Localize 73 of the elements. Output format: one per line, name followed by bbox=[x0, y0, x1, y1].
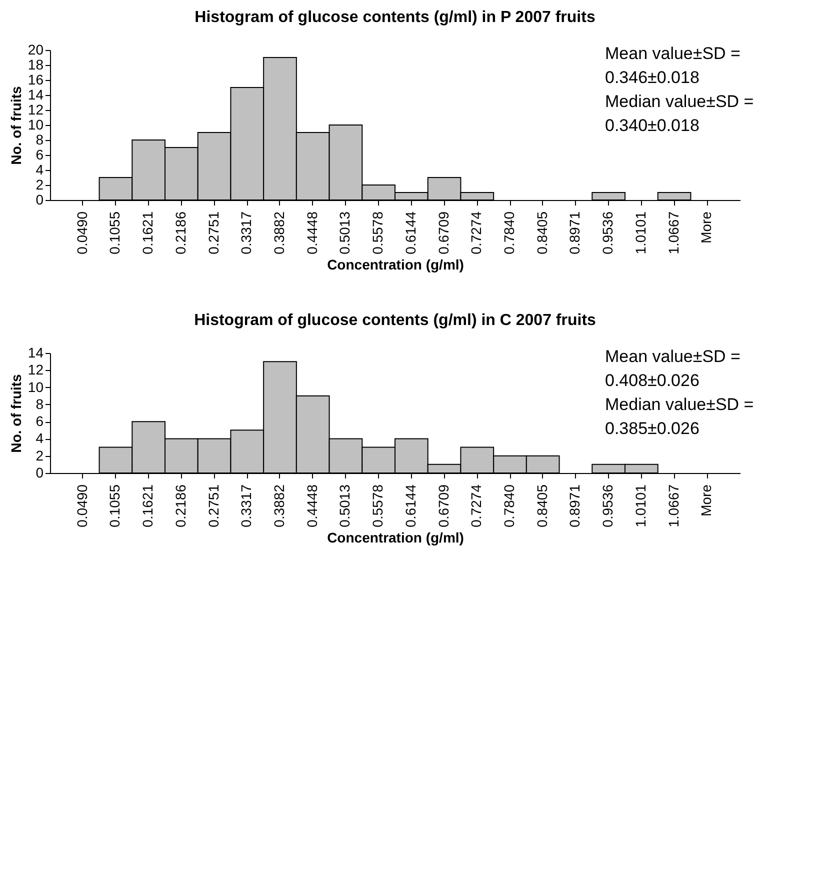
x-tick-label: 0.9536 bbox=[600, 211, 616, 254]
x-tick-label: 0.8405 bbox=[534, 211, 550, 254]
annotation: Median value±SD = bbox=[605, 395, 754, 414]
y-tick-label: 0 bbox=[36, 464, 44, 480]
annotation: 0.385±0.026 bbox=[605, 419, 700, 438]
y-tick-label: 20 bbox=[28, 42, 44, 58]
x-tick-label: 0.1055 bbox=[106, 484, 123, 528]
x-tick-label: 0.4448 bbox=[304, 484, 320, 528]
y-tick-label: 6 bbox=[36, 146, 44, 162]
annotation: Mean value±SD = bbox=[605, 347, 741, 366]
y-tick-label: 4 bbox=[36, 162, 44, 178]
y-tick-label: 4 bbox=[36, 430, 44, 446]
x-tick-label: More bbox=[698, 211, 714, 244]
x-tick-label: 0.9536 bbox=[600, 484, 616, 528]
y-tick-label: 14 bbox=[28, 344, 44, 360]
chart-title: Histogram of glucose contents (g/ml) in C 2007 fruits bbox=[194, 312, 596, 329]
x-tick-label: 0.5013 bbox=[336, 484, 353, 528]
x-tick-label: 0.1621 bbox=[140, 211, 156, 254]
x-tick-label: 0.3317 bbox=[238, 484, 254, 528]
y-tick-label: 14 bbox=[28, 86, 44, 102]
y-tick-label: 2 bbox=[36, 447, 44, 464]
y-axis-title: No. of fruits bbox=[8, 374, 24, 453]
x-tick-label: 0.0490 bbox=[74, 211, 90, 254]
x-tick-label: 0.4448 bbox=[304, 211, 320, 254]
chart-title: Histogram of glucose contents (g/ml) in P 2007 fruits bbox=[194, 9, 596, 26]
x-tick-label: 0.2751 bbox=[205, 484, 222, 528]
x-tick-label: 1.0101 bbox=[632, 484, 648, 528]
x-tick-label: 1.0667 bbox=[665, 484, 682, 528]
annotation: 0.346±0.018 bbox=[605, 68, 700, 87]
x-tick-label: 0.7840 bbox=[501, 484, 517, 528]
annotation: Mean value±SD = bbox=[605, 44, 741, 63]
x-tick-label: 0.6144 bbox=[402, 484, 418, 528]
y-tick-label: 10 bbox=[28, 378, 44, 395]
x-tick-label: 0.1621 bbox=[140, 484, 156, 528]
x-tick-label: 0.8971 bbox=[566, 484, 583, 528]
x-axis-title: Concentration (g/ml) bbox=[327, 529, 464, 546]
x-tick-label: 0.3882 bbox=[271, 484, 287, 528]
y-tick-label: 8 bbox=[36, 396, 44, 412]
x-axis-title: Concentration (g/ml) bbox=[327, 256, 464, 272]
x-tick-label: 1.0101 bbox=[632, 211, 648, 254]
x-tick-label: 0.2751 bbox=[205, 211, 222, 254]
x-tick-label: 0.6709 bbox=[435, 211, 452, 254]
x-tick-label: 0.8971 bbox=[566, 211, 583, 254]
annotation: 0.408±0.026 bbox=[605, 371, 700, 390]
y-tick-label: 16 bbox=[28, 72, 44, 88]
x-tick-label: 0.5578 bbox=[370, 484, 386, 528]
y-tick-label: 10 bbox=[28, 116, 44, 132]
x-tick-label: 0.7840 bbox=[501, 211, 517, 254]
x-tick-label: 0.5013 bbox=[336, 211, 353, 254]
y-tick-label: 0 bbox=[36, 192, 44, 208]
x-tick-label: 0.3882 bbox=[271, 211, 287, 254]
x-tick-label: 0.7274 bbox=[468, 484, 484, 528]
x-tick-label: 0.6709 bbox=[435, 484, 452, 528]
x-tick-label: 0.2186 bbox=[172, 484, 188, 528]
y-tick-label: 18 bbox=[28, 56, 44, 72]
y-tick-label: 6 bbox=[36, 413, 44, 430]
x-tick-label: 0.5578 bbox=[370, 211, 386, 254]
y-tick-label: 2 bbox=[36, 176, 44, 192]
y-axis-title: No. of fruits bbox=[8, 86, 24, 165]
x-tick-label: More bbox=[698, 484, 714, 516]
x-tick-label: 0.2186 bbox=[172, 211, 188, 254]
annotation: Median value±SD = bbox=[605, 92, 754, 111]
x-tick-label: 0.7274 bbox=[468, 211, 484, 254]
annotation: 0.340±0.018 bbox=[605, 116, 700, 135]
y-tick-label: 12 bbox=[28, 362, 44, 378]
x-tick-label: 0.3317 bbox=[238, 211, 254, 254]
x-tick-label: 0.8405 bbox=[534, 484, 550, 528]
x-tick-label: 0.1055 bbox=[106, 211, 123, 254]
x-tick-label: 1.0667 bbox=[665, 211, 682, 254]
y-tick-label: 12 bbox=[28, 102, 44, 118]
x-tick-label: 0.6144 bbox=[402, 211, 418, 254]
x-tick-label: 0.0490 bbox=[74, 484, 90, 528]
y-tick-label: 8 bbox=[36, 132, 44, 148]
